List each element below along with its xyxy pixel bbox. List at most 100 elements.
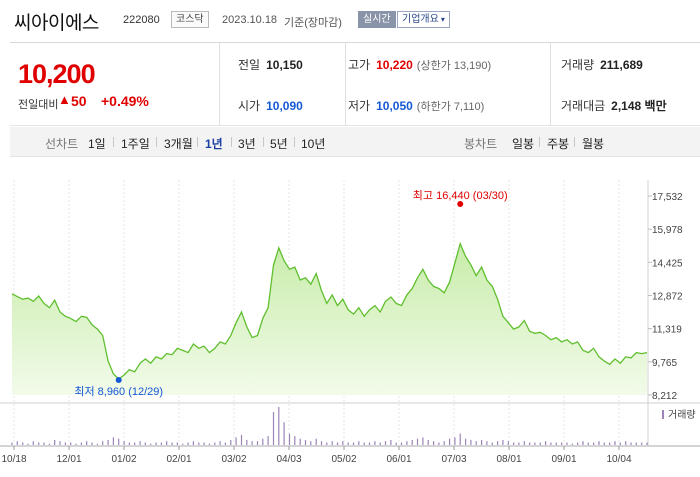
volume-bar [128, 442, 130, 445]
volume-bar [251, 441, 253, 445]
volume-bar [534, 442, 536, 445]
prev-close-label: 전일 [238, 58, 261, 72]
chart-annotations: 거래량 최고 16,440 (03/30) 최저 8,960 (12/29) [74, 189, 695, 421]
low-value: 10,050 [376, 99, 413, 113]
y-tick-label: 8,212 [652, 391, 677, 402]
company-info-button[interactable]: 기업개요 ▾ [397, 11, 450, 28]
volume-bar [545, 441, 547, 445]
volume-bar [630, 442, 632, 445]
volume-bar [352, 442, 355, 445]
volume-bar [374, 441, 376, 445]
candle-daily[interactable]: 일봉 [512, 137, 535, 151]
volume-bar [518, 442, 520, 445]
y-tick-label: 9,765 [652, 358, 677, 369]
volume-bar [283, 422, 285, 445]
high-value: 10,220 [376, 58, 413, 72]
volume-bar [59, 441, 61, 445]
volume-bar [400, 442, 403, 445]
volume-bar [454, 437, 456, 445]
volume-bar [363, 442, 365, 445]
chart-grid [0, 180, 700, 447]
candle-monthly[interactable]: 월봉 [582, 137, 605, 151]
volume-bar [342, 441, 344, 445]
volume-bar [395, 442, 397, 445]
up-triangle-icon: ▲ [58, 92, 71, 107]
volume-bar [315, 438, 317, 445]
volume-bar [582, 441, 584, 445]
volume-bar [449, 438, 451, 445]
period-10y[interactable]: 10년 [301, 137, 326, 151]
volume-bar [593, 442, 595, 445]
high-label: 고가 [348, 58, 371, 72]
period-1d[interactable]: 1일 [88, 137, 106, 151]
line-chart-label: 선차트 [45, 137, 79, 151]
volume-bar [123, 441, 125, 445]
volume-bar [336, 442, 339, 445]
min-annotation: 최저 8,960 (12/29) [74, 385, 163, 398]
volume-bar [22, 442, 24, 445]
volume-bar [150, 443, 152, 445]
volume-bar [614, 441, 616, 445]
divider [113, 137, 114, 147]
volume-cell: 거래량 211,689 [561, 56, 643, 73]
volume-bar [641, 442, 643, 445]
period-3m[interactable]: 3개월 [164, 137, 193, 151]
volume-bar [235, 437, 237, 445]
volume-bar [566, 442, 568, 445]
x-tick-label: 09/01 [551, 454, 576, 465]
candle-weekly[interactable]: 주봉 [547, 137, 570, 151]
open-cell: 시가 10,090 [238, 97, 303, 114]
x-tick-label: 04/03 [276, 454, 301, 465]
volume-bar [219, 441, 221, 445]
current-price: 10,200 [18, 59, 96, 89]
volume-bar [438, 442, 440, 445]
volume-bar [160, 442, 162, 445]
price-change-pct: +0.49% [101, 93, 149, 109]
price-area-fill [12, 243, 647, 395]
volume-bar [507, 441, 509, 445]
volume-bar [497, 441, 499, 445]
prev-close-value: 10,150 [266, 58, 303, 72]
candle-chart-label: 봉차트 [464, 137, 498, 151]
volume-bar [550, 442, 552, 445]
divider [550, 43, 551, 126]
volume-bar [443, 441, 445, 445]
volume-bar [118, 438, 120, 445]
volume-bar [603, 442, 605, 445]
volume-bar [561, 442, 563, 445]
period-1w[interactable]: 1주일 [121, 137, 150, 151]
period-3y[interactable]: 3년 [238, 137, 256, 151]
volume-bar [11, 442, 13, 445]
volume-bar [646, 442, 648, 445]
max-point-marker [457, 201, 464, 207]
volume-bar [246, 439, 248, 445]
volume-bar [102, 441, 104, 445]
y-tick-label: 12,872 [652, 292, 683, 303]
volume-bar [27, 443, 29, 445]
volume-bar [320, 441, 323, 445]
volume-bar [304, 439, 307, 445]
x-tick-label: 03/02 [221, 454, 246, 465]
volume-bar [470, 439, 472, 445]
volume-bar [134, 442, 136, 445]
price-chart[interactable]: 17,532 15,978 14,425 12,872 11,319 9,765 8,212… [0, 160, 700, 477]
x-tick-label: 06/01 [386, 454, 411, 465]
volume-bar [502, 439, 504, 445]
volume-bar [486, 441, 488, 445]
volume-bar [326, 442, 328, 445]
company-info-label: 기업개요 [402, 14, 439, 25]
volume-bar [465, 438, 467, 445]
volume-bar [609, 442, 611, 445]
period-5y[interactable]: 5년 [270, 137, 288, 151]
realtime-badge[interactable]: 실시간 [358, 11, 396, 28]
y-tick-label: 14,425 [652, 258, 683, 269]
x-tick-label: 12/01 [56, 454, 81, 465]
divider [539, 137, 540, 147]
volume-bar [433, 441, 435, 445]
volume-bar [192, 441, 194, 445]
volume-bar [523, 441, 525, 445]
period-1y[interactable]: 1년 [205, 137, 223, 151]
change-label: 전일대비 [18, 99, 59, 111]
divider [574, 137, 575, 147]
open-label: 시가 [238, 99, 261, 113]
